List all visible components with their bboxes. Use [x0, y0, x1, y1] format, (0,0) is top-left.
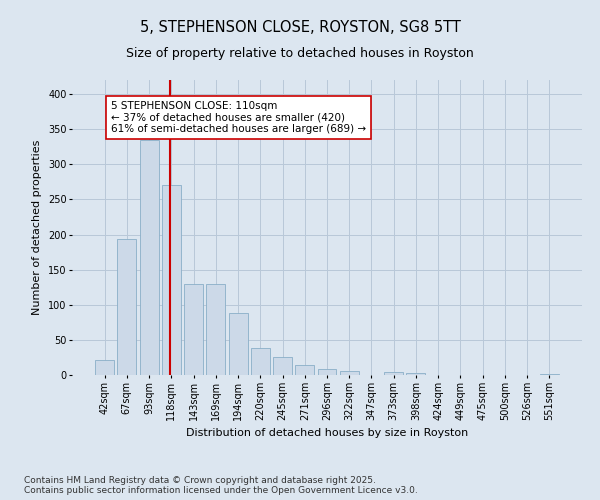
Y-axis label: Number of detached properties: Number of detached properties — [32, 140, 42, 315]
Bar — [273, 358, 292, 375]
Text: 5, STEPHENSON CLOSE, ROYSTON, SG8 5TT: 5, STEPHENSON CLOSE, ROYSTON, SG8 5TT — [140, 20, 460, 35]
Text: 5 STEPHENSON CLOSE: 110sqm
← 37% of detached houses are smaller (420)
61% of sem: 5 STEPHENSON CLOSE: 110sqm ← 37% of deta… — [111, 101, 366, 134]
Bar — [295, 365, 314, 375]
Bar — [162, 186, 181, 375]
Bar — [95, 360, 114, 375]
Bar — [229, 313, 248, 375]
Bar — [140, 140, 158, 375]
X-axis label: Distribution of detached houses by size in Royston: Distribution of detached houses by size … — [186, 428, 468, 438]
Bar — [206, 284, 225, 375]
Bar — [384, 372, 403, 375]
Bar — [540, 374, 559, 375]
Bar — [184, 284, 203, 375]
Bar — [406, 373, 425, 375]
Text: Contains HM Land Registry data © Crown copyright and database right 2025.
Contai: Contains HM Land Registry data © Crown c… — [24, 476, 418, 495]
Bar — [317, 370, 337, 375]
Bar — [340, 372, 359, 375]
Bar — [118, 240, 136, 375]
Text: Size of property relative to detached houses in Royston: Size of property relative to detached ho… — [126, 48, 474, 60]
Bar — [251, 348, 270, 375]
